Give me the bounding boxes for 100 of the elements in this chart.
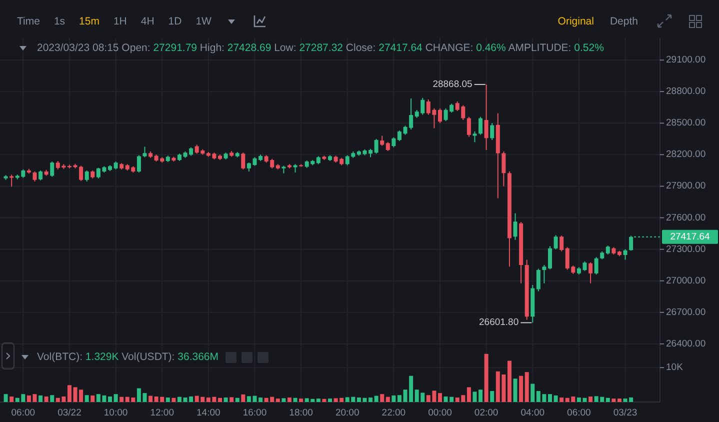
bar (328, 398, 332, 402)
text: 1D (168, 15, 182, 28)
x-tick-label: 12:00 (150, 408, 174, 419)
x-tick-label: 03/22 (58, 408, 82, 419)
bar (276, 398, 280, 402)
bar (287, 398, 292, 402)
bar (588, 396, 593, 402)
y-tick-label: 27000.00 (666, 275, 706, 286)
bar (108, 396, 112, 402)
text: Time (17, 15, 40, 28)
bar (554, 395, 558, 402)
bar (530, 384, 535, 402)
y-tick-label: 26400.00 (666, 338, 706, 350)
bar (172, 398, 176, 402)
bar (519, 376, 524, 402)
text: 1H (113, 15, 127, 28)
bar (4, 394, 8, 402)
candlestick (218, 154, 222, 160)
bar (50, 395, 54, 402)
candlestick (142, 146, 147, 158)
bar (612, 398, 616, 402)
bar (380, 394, 384, 402)
x-tick-label: 06:00 (11, 408, 36, 419)
x-tick-label: 02:00 (474, 408, 498, 419)
bar (224, 398, 228, 402)
candlestick (10, 174, 14, 187)
bar (67, 385, 72, 402)
bar (316, 398, 320, 402)
candlestick (287, 164, 292, 168)
bar (472, 392, 477, 402)
bar (548, 394, 552, 402)
candlestick (235, 152, 240, 158)
x-tick-label: 16:00 (242, 408, 267, 419)
bar (392, 395, 396, 402)
y-tick-label: 28500.00 (666, 118, 706, 129)
bar (368, 398, 373, 402)
bar (560, 398, 564, 402)
bar (120, 396, 124, 402)
bar (114, 394, 118, 402)
bar (241, 394, 246, 402)
bar (282, 398, 286, 402)
candlestick (293, 164, 298, 173)
y-tick-label: 27600.00 (666, 212, 706, 224)
bar (38, 395, 43, 402)
bar (386, 396, 390, 402)
bar (230, 397, 234, 402)
y-tick-label: 29100.00 (666, 54, 706, 66)
x-tick-label: 18:00 (289, 408, 313, 419)
y-tick-label: 27300.00 (666, 244, 706, 255)
bar (524, 372, 529, 402)
bar (235, 398, 240, 402)
x-tick-label: 20:00 (335, 408, 360, 419)
bar (84, 395, 89, 402)
bar (293, 398, 298, 402)
bar (397, 395, 402, 402)
bar (44, 396, 48, 402)
chart-title: Vol(BTC): 1.329K Vol(USDT): 36.366M (37, 350, 219, 363)
candlestick (276, 164, 280, 170)
bar (490, 391, 494, 402)
bar (513, 378, 518, 402)
candlestick (542, 265, 546, 284)
y-tick-label: 28800.00 (666, 86, 706, 98)
bar (438, 393, 442, 402)
candlestick (4, 175, 8, 180)
bar (90, 395, 95, 402)
y-tick-label: 26700.00 (666, 306, 706, 318)
x-tick-label: 03/23 (613, 408, 638, 419)
bar (322, 398, 326, 402)
x-tick-label: 00:00 (428, 408, 452, 419)
bar (507, 360, 512, 402)
bar (166, 398, 170, 402)
annotation: 28868.05 (432, 78, 472, 90)
ref-line-label: 27417.64 (670, 231, 710, 242)
bar (484, 354, 488, 402)
chart-title: 2023/03/23 08:15 Open: 27291.79 High: 27428.69 Low: 27287.32 Close: 27417.64 CHANGE: 0.46% AMPLITUDE: 0.52% (37, 42, 604, 54)
bar (148, 396, 153, 402)
y-tick-label: 27900.00 (666, 180, 706, 192)
text: Original (558, 15, 594, 28)
bar (466, 387, 471, 402)
bar (299, 398, 304, 402)
text: 4H (140, 15, 154, 28)
text: 1W (196, 15, 212, 28)
x-tick-label: 22:00 (382, 408, 406, 419)
candlestick (67, 164, 72, 168)
bar (374, 396, 378, 402)
x-tick-label: 06:00 (567, 408, 591, 419)
x-tick-label: 14:00 (196, 408, 220, 419)
bar (617, 398, 622, 402)
bar (478, 390, 483, 402)
candlestick (472, 132, 477, 142)
text: 15m (79, 15, 100, 28)
y-tick-label: 28200.00 (666, 149, 706, 160)
x-tick-label: 10:00 (104, 408, 128, 419)
y-tick-label: 10K (666, 362, 684, 374)
bar (218, 398, 222, 402)
bar (606, 398, 610, 402)
bar (258, 398, 263, 402)
text: 1s (54, 15, 66, 28)
x-tick-label: 04:00 (520, 408, 545, 419)
annotation: 26601.80 (479, 317, 519, 328)
